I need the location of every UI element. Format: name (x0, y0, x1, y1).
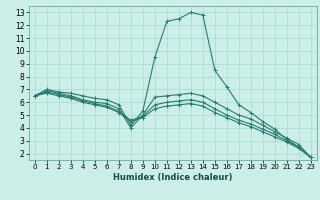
X-axis label: Humidex (Indice chaleur): Humidex (Indice chaleur) (113, 173, 233, 182)
